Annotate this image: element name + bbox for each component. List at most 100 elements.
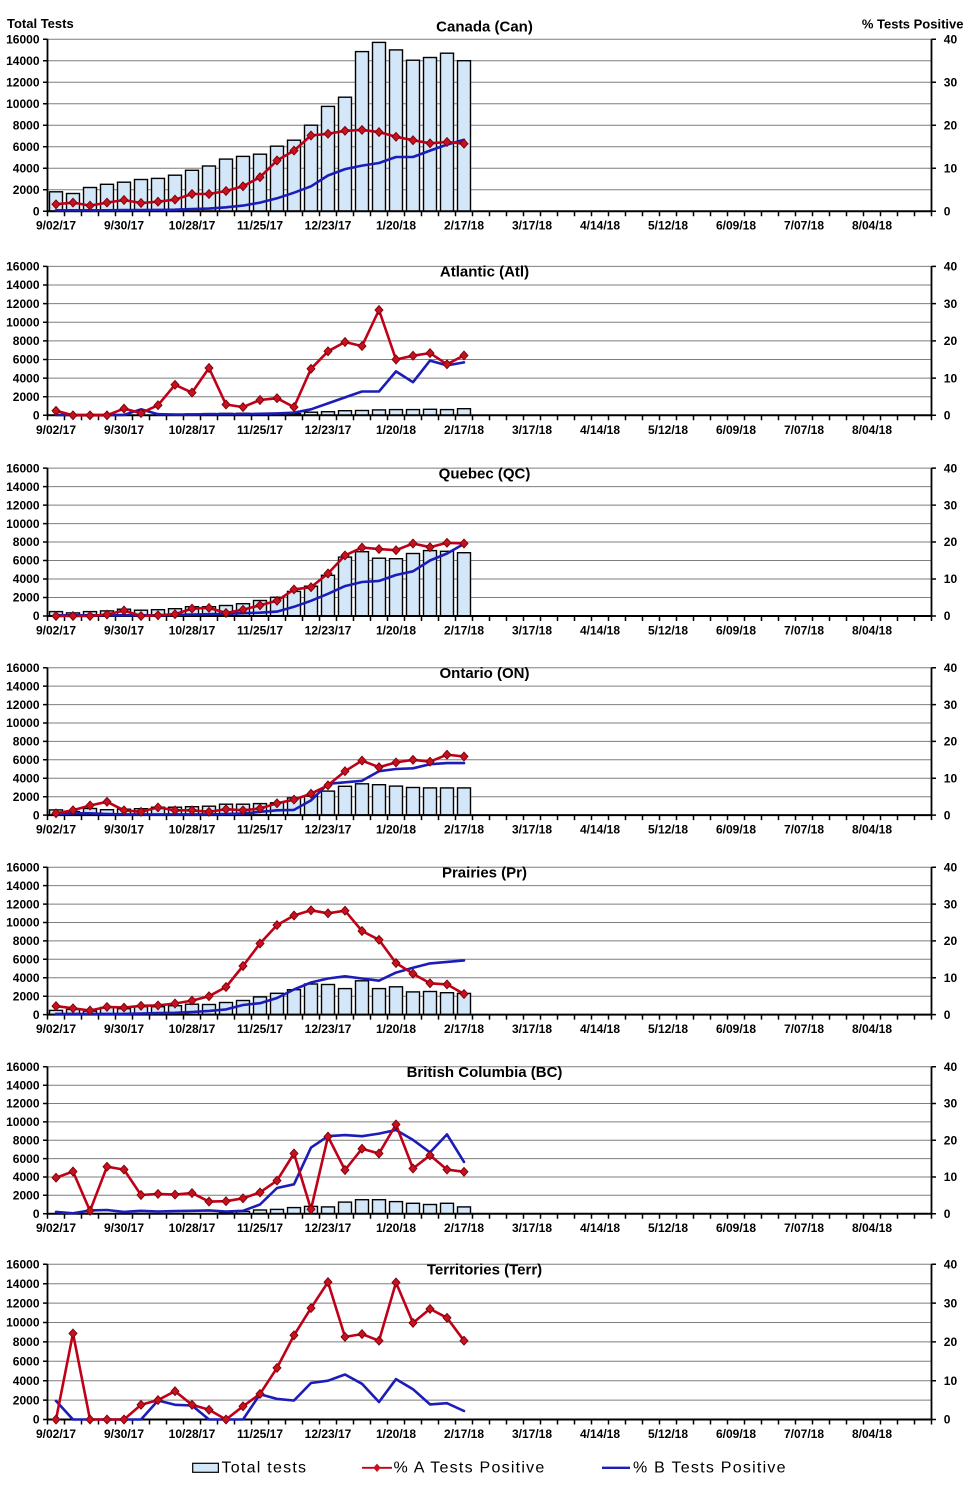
svg-text:10000: 10000 xyxy=(6,1115,40,1129)
svg-text:14000: 14000 xyxy=(6,879,40,893)
svg-text:8000: 8000 xyxy=(13,735,40,749)
svg-text:8/04/18: 8/04/18 xyxy=(852,1221,892,1235)
svg-text:10: 10 xyxy=(944,161,958,175)
svg-text:16000: 16000 xyxy=(6,661,40,675)
svg-text:8000: 8000 xyxy=(13,334,40,348)
svg-text:4000: 4000 xyxy=(13,572,40,586)
svg-text:1/20/18: 1/20/18 xyxy=(376,624,416,638)
svg-text:30: 30 xyxy=(944,897,958,911)
svg-text:7/07/18: 7/07/18 xyxy=(784,1022,824,1036)
svg-text:40: 40 xyxy=(944,1258,958,1272)
svg-text:8000: 8000 xyxy=(13,1335,40,1349)
svg-text:6000: 6000 xyxy=(13,953,40,967)
svg-text:12/23/17: 12/23/17 xyxy=(305,1427,352,1441)
svg-text:3/17/18: 3/17/18 xyxy=(512,823,552,837)
svg-text:Territories (Terr): Territories (Terr) xyxy=(427,1262,542,1279)
svg-text:14000: 14000 xyxy=(6,1277,40,1291)
svg-text:Quebec (QC): Quebec (QC) xyxy=(439,465,531,482)
svg-text:4/14/18: 4/14/18 xyxy=(580,624,620,638)
svg-text:12/23/17: 12/23/17 xyxy=(305,624,352,638)
svg-text:9/30/17: 9/30/17 xyxy=(104,1221,144,1235)
svg-text:3/17/18: 3/17/18 xyxy=(512,423,552,437)
svg-text:10/28/17: 10/28/17 xyxy=(169,1221,216,1235)
svg-text:2/17/18: 2/17/18 xyxy=(444,1221,484,1235)
svg-text:1/20/18: 1/20/18 xyxy=(376,219,416,233)
svg-text:10: 10 xyxy=(944,572,958,586)
svg-text:Prairies (Pr): Prairies (Pr) xyxy=(442,865,527,882)
svg-text:10: 10 xyxy=(944,371,958,385)
svg-text:2000: 2000 xyxy=(13,790,40,804)
svg-text:3/17/18: 3/17/18 xyxy=(512,624,552,638)
svg-text:4000: 4000 xyxy=(13,1170,40,1184)
svg-text:8/04/18: 8/04/18 xyxy=(852,1427,892,1441)
svg-text:0: 0 xyxy=(33,1413,40,1427)
svg-text:Atlantic (Atl): Atlantic (Atl) xyxy=(440,264,529,281)
svg-text:0: 0 xyxy=(944,204,951,218)
svg-text:0: 0 xyxy=(944,1413,951,1427)
svg-text:20: 20 xyxy=(944,334,958,348)
svg-text:11/25/17: 11/25/17 xyxy=(237,823,283,837)
svg-text:6/09/18: 6/09/18 xyxy=(716,219,756,233)
svg-text:4000: 4000 xyxy=(13,371,40,385)
svg-text:30: 30 xyxy=(944,1296,958,1310)
svg-text:4/14/18: 4/14/18 xyxy=(580,1221,620,1235)
svg-text:0: 0 xyxy=(944,1207,951,1221)
svg-text:20: 20 xyxy=(944,1134,958,1148)
svg-text:12/23/17: 12/23/17 xyxy=(305,1221,352,1235)
svg-text:5/12/18: 5/12/18 xyxy=(648,1427,688,1441)
svg-text:9/30/17: 9/30/17 xyxy=(104,423,144,437)
svg-text:5/12/18: 5/12/18 xyxy=(648,823,688,837)
svg-text:Total Tests: Total Tests xyxy=(7,16,74,31)
svg-text:9/30/17: 9/30/17 xyxy=(104,823,144,837)
svg-text:0: 0 xyxy=(33,1008,40,1022)
svg-text:40: 40 xyxy=(944,461,958,475)
svg-text:8000: 8000 xyxy=(13,535,40,549)
svg-text:30: 30 xyxy=(944,698,958,712)
svg-text:5/12/18: 5/12/18 xyxy=(648,1221,688,1235)
svg-text:0: 0 xyxy=(33,808,40,822)
svg-text:12000: 12000 xyxy=(6,297,40,311)
svg-text:6/09/18: 6/09/18 xyxy=(716,823,756,837)
svg-text:6/09/18: 6/09/18 xyxy=(716,423,756,437)
svg-text:7/07/18: 7/07/18 xyxy=(784,423,824,437)
svg-text:16000: 16000 xyxy=(6,1060,40,1074)
svg-text:4/14/18: 4/14/18 xyxy=(580,823,620,837)
svg-text:2/17/18: 2/17/18 xyxy=(444,1022,484,1036)
svg-text:2/17/18: 2/17/18 xyxy=(444,423,484,437)
svg-text:% B Tests Positive: % B Tests Positive xyxy=(633,1459,787,1476)
svg-text:2000: 2000 xyxy=(13,1393,40,1407)
svg-text:40: 40 xyxy=(944,661,958,675)
svg-text:12000: 12000 xyxy=(6,698,40,712)
svg-text:0: 0 xyxy=(944,808,951,822)
svg-text:10: 10 xyxy=(944,772,958,786)
svg-text:% A Tests Positive: % A Tests Positive xyxy=(394,1459,546,1476)
svg-text:9/02/17: 9/02/17 xyxy=(36,1221,76,1235)
svg-text:12000: 12000 xyxy=(6,75,40,89)
svg-text:40: 40 xyxy=(944,860,958,874)
svg-text:8/04/18: 8/04/18 xyxy=(852,219,892,233)
svg-text:5/12/18: 5/12/18 xyxy=(648,423,688,437)
svg-text:5/12/18: 5/12/18 xyxy=(648,1022,688,1036)
svg-text:10/28/17: 10/28/17 xyxy=(169,1427,216,1441)
svg-text:0: 0 xyxy=(33,609,40,623)
svg-text:1/20/18: 1/20/18 xyxy=(376,823,416,837)
svg-text:10: 10 xyxy=(944,1170,958,1184)
svg-text:9/02/17: 9/02/17 xyxy=(36,1427,76,1441)
svg-text:9/02/17: 9/02/17 xyxy=(36,823,76,837)
svg-text:2/17/18: 2/17/18 xyxy=(444,624,484,638)
svg-text:3/17/18: 3/17/18 xyxy=(512,1022,552,1036)
svg-text:20: 20 xyxy=(944,1335,958,1349)
svg-text:3/17/18: 3/17/18 xyxy=(512,1221,552,1235)
svg-text:30: 30 xyxy=(944,498,958,512)
svg-text:10/28/17: 10/28/17 xyxy=(169,1022,216,1036)
svg-text:8/04/18: 8/04/18 xyxy=(852,624,892,638)
svg-text:6000: 6000 xyxy=(13,1355,40,1369)
svg-text:10000: 10000 xyxy=(6,716,40,730)
svg-text:12000: 12000 xyxy=(6,1097,40,1111)
svg-text:40: 40 xyxy=(944,260,958,274)
svg-text:10000: 10000 xyxy=(6,97,40,111)
svg-text:6/09/18: 6/09/18 xyxy=(716,1427,756,1441)
svg-text:6000: 6000 xyxy=(13,140,40,154)
svg-text:20: 20 xyxy=(944,118,958,132)
svg-text:% Tests Positive: % Tests Positive xyxy=(862,16,964,31)
